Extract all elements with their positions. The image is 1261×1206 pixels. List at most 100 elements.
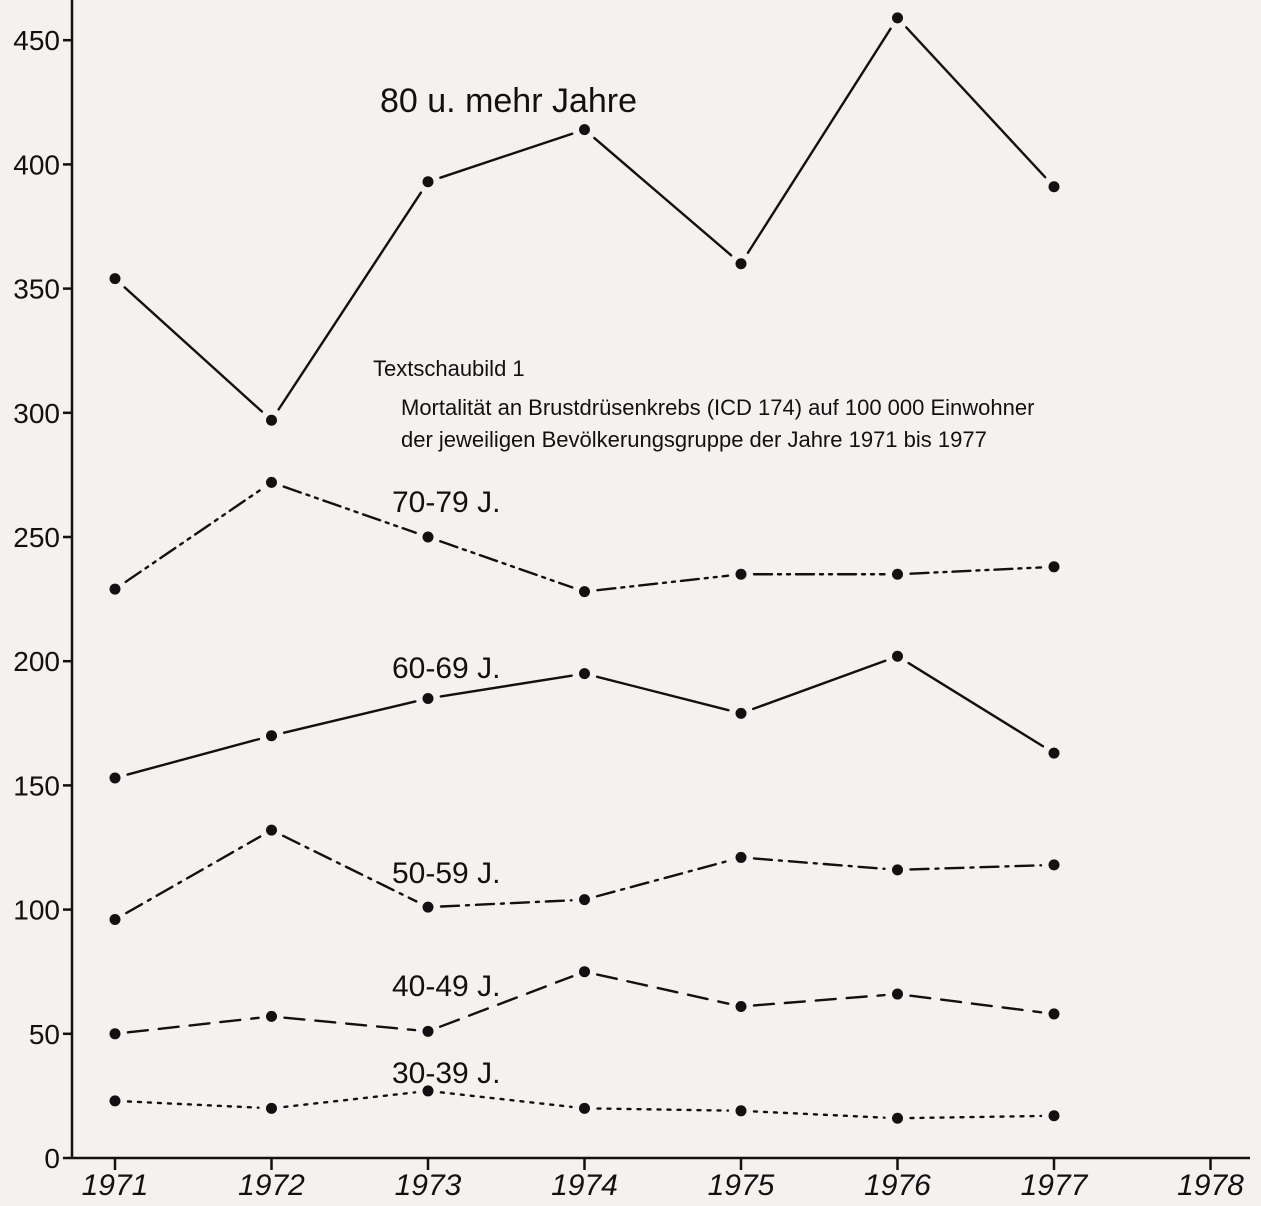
- data-point: [422, 1025, 434, 1037]
- series-segment: [752, 1110, 886, 1119]
- x-tick-label: 1975: [708, 1169, 775, 1201]
- data-point: [109, 273, 121, 285]
- series-group: [109, 12, 1060, 426]
- series-segment: [439, 540, 574, 589]
- data-point: [109, 772, 121, 784]
- series-label: 60-69 J.: [392, 652, 500, 685]
- data-point: [1048, 859, 1060, 871]
- series-segment: [907, 661, 1045, 748]
- series-segment: [596, 574, 730, 592]
- data-point: [892, 12, 903, 24]
- chart-subtitle-line: Mortalität an Brustdrüsenkrebs (ICD 174)…: [401, 395, 1034, 420]
- series-label: 40-49 J.: [392, 970, 500, 1003]
- axis-layer: 0 50 100 150 200 250 300 350 400 450 1971 1972 1973 1…: [13, 0, 1250, 1202]
- series-group: [109, 476, 1060, 598]
- series-group: [109, 1085, 1060, 1124]
- data-point: [1048, 747, 1060, 759]
- data-point: [266, 730, 277, 742]
- y-tick-label: 250: [13, 522, 60, 553]
- data-point: [735, 568, 747, 580]
- series-segment: [752, 659, 887, 711]
- series-segment: [752, 857, 886, 871]
- data-point: [266, 414, 277, 426]
- data-point: [579, 124, 590, 136]
- y-tick-label: 300: [13, 398, 60, 429]
- data-point: [579, 668, 590, 680]
- series-segment: [752, 993, 886, 1007]
- data-point: [892, 988, 903, 1000]
- data-point: [109, 914, 121, 926]
- series-group: [109, 824, 1060, 926]
- series-segment: [595, 973, 730, 1005]
- x-tick-label: 1977: [1021, 1169, 1089, 1201]
- chart-title: Textschaubild 1: [373, 356, 525, 381]
- y-tick-label: 450: [13, 25, 60, 56]
- label-layer: 80 u. mehr Jahre 70-79 J. 60-69 J. 50-59 J.…: [373, 82, 1034, 1090]
- series-segment: [439, 674, 573, 698]
- series-group: [109, 650, 1060, 784]
- y-tick-label: 100: [13, 895, 60, 926]
- series-segment: [596, 1107, 730, 1112]
- series-segment: [909, 566, 1043, 575]
- series-segment: [905, 26, 1047, 179]
- series-segment: [595, 859, 730, 898]
- data-point: [735, 1000, 747, 1012]
- series-label: 80 u. mehr Jahre: [380, 82, 637, 120]
- data-point: [109, 1095, 121, 1107]
- series-segment: [125, 835, 262, 915]
- data-point: [422, 1085, 434, 1097]
- data-point: [1048, 1008, 1060, 1020]
- data-point: [735, 258, 747, 270]
- series-segment: [439, 132, 574, 179]
- data-point: [892, 568, 903, 580]
- series-segment: [282, 485, 417, 534]
- series-label: 30-39 J.: [392, 1057, 500, 1090]
- series-segment: [439, 1091, 573, 1109]
- data-point: [735, 707, 747, 719]
- x-tick-label: 1978: [1177, 1169, 1244, 1201]
- data-point: [579, 966, 590, 978]
- data-point: [892, 650, 903, 662]
- data-point: [579, 894, 590, 906]
- x-tick-label: 1973: [395, 1169, 462, 1201]
- series-segment: [439, 899, 573, 908]
- series-segment: [283, 1091, 417, 1109]
- data-point: [109, 1028, 121, 1040]
- series-segment: [277, 191, 423, 411]
- series-label: 70-79 J.: [392, 486, 500, 519]
- x-tick-label: 1971: [82, 1169, 149, 1201]
- data-point: [579, 586, 590, 598]
- series-segment: [282, 700, 417, 734]
- data-point: [266, 824, 277, 836]
- series-segment: [909, 864, 1043, 871]
- y-tick-label: 50: [29, 1019, 60, 1050]
- x-tick-label: 1972: [238, 1169, 305, 1201]
- series-segment: [909, 1114, 1043, 1120]
- series-segment: [126, 1016, 260, 1034]
- series-segment: [595, 675, 730, 712]
- data-point: [892, 1112, 903, 1124]
- series-layer: [109, 12, 1060, 1124]
- series-group: [109, 966, 1060, 1040]
- y-tick-label: 400: [13, 149, 60, 180]
- x-tick-label: 1976: [864, 1169, 931, 1201]
- data-point: [266, 1102, 277, 1114]
- series-segment: [281, 834, 418, 903]
- data-point: [892, 864, 903, 876]
- series-segment: [124, 488, 262, 584]
- series-segment: [123, 286, 264, 413]
- y-tick-label: 150: [13, 770, 60, 801]
- chart-subtitle-line: der jeweiligen Bevölkerungsgruppe der Ja…: [401, 427, 987, 452]
- data-point: [422, 901, 434, 913]
- y-tick-label: 350: [13, 274, 60, 305]
- series-segment: [126, 1100, 260, 1109]
- data-point: [1048, 181, 1060, 193]
- data-point: [266, 476, 277, 488]
- data-point: [422, 531, 434, 543]
- x-tick-label: 1974: [551, 1169, 618, 1201]
- data-point: [579, 1102, 590, 1114]
- series-label: 50-59 J.: [392, 857, 500, 890]
- data-point: [422, 692, 434, 704]
